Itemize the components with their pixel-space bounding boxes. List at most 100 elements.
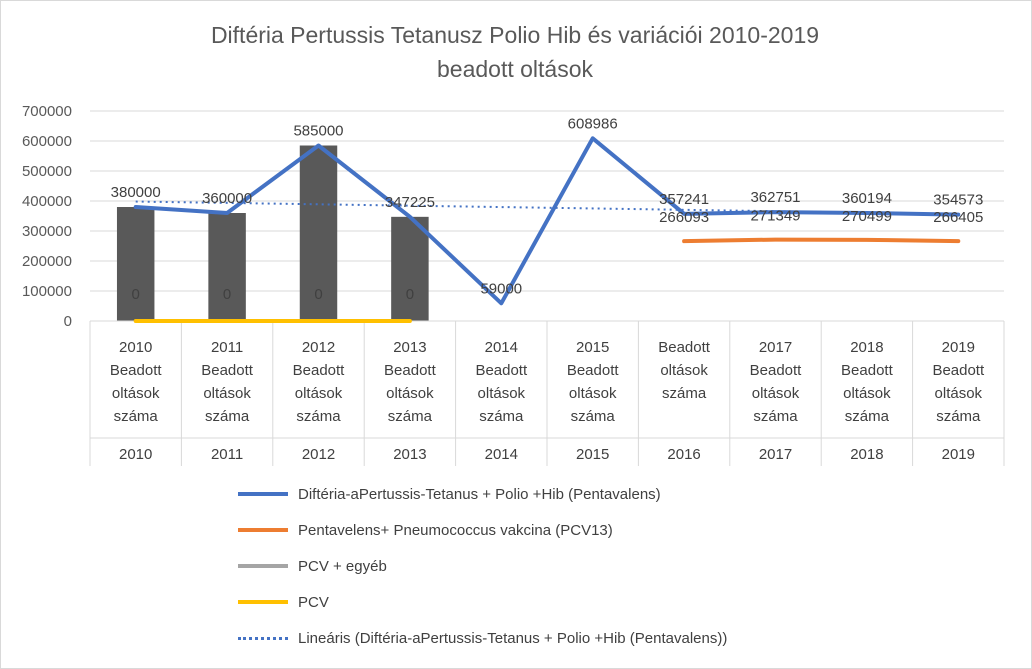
legend-label-pcv-egyeb: PCV + egyéb <box>298 557 387 575</box>
bar <box>208 213 246 321</box>
x-tick-label: Beadott <box>110 362 163 379</box>
data-label-pentavalens: 360000 <box>202 190 252 207</box>
x-tick-label: 2018 <box>850 339 883 356</box>
bar <box>391 216 429 321</box>
x-tick-label: száma <box>388 408 433 425</box>
x-tick-label: oltások <box>843 385 891 402</box>
x-tick-label: száma <box>479 408 524 425</box>
y-tick-label: 500000 <box>22 163 72 180</box>
x-tick-label: 2010 <box>119 339 152 356</box>
x-tick-label: Beadott <box>841 362 894 379</box>
x-tick-label: száma <box>936 408 981 425</box>
x-tick-label: 2017 <box>759 339 792 356</box>
data-label-pentavalens: 59000 <box>480 280 522 297</box>
data-label-pcv: 0 <box>406 286 414 303</box>
x-tick-label: Beadott <box>384 362 437 379</box>
x-tick-label: oltások <box>112 385 160 402</box>
chart-title-line2: beadott oltások <box>436 56 593 82</box>
data-label-pcv: 0 <box>223 286 231 303</box>
x-tick-label: oltások <box>935 385 983 402</box>
y-tick-label: 600000 <box>22 133 72 150</box>
x-tick-label: 2015 <box>576 339 609 356</box>
chart-title: Diftéria Pertussis Tetanusz Polio Hib és… <box>0 18 1030 86</box>
x-tick-label: Beadott <box>475 362 528 379</box>
x-year-label: 2018 <box>850 446 883 463</box>
x-year-label: 2014 <box>485 446 518 463</box>
y-tick-label: 700000 <box>22 103 72 120</box>
legend-swatch-pcv13 <box>238 528 288 532</box>
legend-label-trendline: Lineáris (Diftéria-aPertussis-Tetanus + … <box>298 629 728 647</box>
x-tick-label: száma <box>571 408 616 425</box>
legend-swatch-pcv <box>238 600 288 604</box>
x-tick-label: Beadott <box>932 362 985 379</box>
x-tick-label: oltások <box>752 385 800 402</box>
bar <box>116 207 155 321</box>
legend-item-pcv13: Pentavelens+ Pneumococcus vakcina (PCV13… <box>238 518 613 542</box>
data-label-pentavalens: 360194 <box>842 190 892 207</box>
chart-title-line1: Diftéria Pertussis Tetanusz Polio Hib és… <box>210 22 820 48</box>
x-year-label: 2010 <box>119 446 152 463</box>
series-line-pentavalens <box>133 136 961 306</box>
data-label-pentavalens: 347225 <box>385 194 435 211</box>
x-tick-label: száma <box>662 385 707 402</box>
data-label-pentavalens: 357241 <box>659 191 709 208</box>
data-label-pentavalens: 380000 <box>111 184 161 201</box>
x-year-label: 2012 <box>302 446 335 463</box>
data-label-pcv: 0 <box>314 286 322 303</box>
x-tick-label: 2019 <box>942 339 975 356</box>
data-label-pcv13: 271349 <box>750 208 800 225</box>
legend-swatch-pentavalens <box>238 492 288 496</box>
x-tick-label: száma <box>296 408 341 425</box>
x-tick-label: oltások <box>478 385 526 402</box>
x-year-label: 2015 <box>576 446 609 463</box>
y-tick-label: 100000 <box>22 283 72 300</box>
x-tick-label: Beadott <box>750 362 803 379</box>
legend-swatch-pcv-egyeb <box>238 564 288 568</box>
x-tick-label: oltások <box>660 362 708 379</box>
y-tick-label: 300000 <box>22 223 72 240</box>
x-tick-label: oltások <box>295 385 343 402</box>
x-tick-label: 2013 <box>393 339 426 356</box>
data-label-pcv13: 266093 <box>659 209 709 226</box>
x-tick-label: oltások <box>386 385 434 402</box>
legend-item-pcv-egyeb: PCV + egyéb <box>238 554 387 578</box>
x-year-label: 2013 <box>393 446 426 463</box>
x-tick-label: 2012 <box>302 339 335 356</box>
x-tick-label: száma <box>114 408 159 425</box>
x-tick-label: 2011 <box>211 339 243 356</box>
x-tick-label: száma <box>205 408 250 425</box>
y-tick-label: 400000 <box>22 193 72 210</box>
data-label-pcv13: 266405 <box>933 209 983 226</box>
x-year-label: 2017 <box>759 446 792 463</box>
x-year-label: 2016 <box>667 446 700 463</box>
y-tick-label: 200000 <box>22 253 72 270</box>
x-tick-label: oltások <box>569 385 617 402</box>
legend-swatch-trendline <box>238 636 288 640</box>
data-label-pcv: 0 <box>132 286 140 303</box>
legend-label-pentavalens: Diftéria-aPertussis-Tetanus + Polio +Hib… <box>298 485 661 503</box>
x-tick-label: Beadott <box>293 362 346 379</box>
y-tick-label: 0 <box>64 313 72 330</box>
legend-label-pcv: PCV <box>298 593 329 611</box>
x-tick-label: oltások <box>203 385 251 402</box>
x-tick-label: száma <box>753 408 798 425</box>
x-year-label: 2011 <box>211 446 243 463</box>
data-label-pentavalens: 585000 <box>293 123 343 140</box>
legend-item-pentavalens: Diftéria-aPertussis-Tetanus + Polio +Hib… <box>238 482 661 506</box>
x-tick-label: 2014 <box>485 339 518 356</box>
x-year-label: 2019 <box>942 446 975 463</box>
x-tick-label: száma <box>845 408 890 425</box>
data-label-pentavalens: 354573 <box>933 192 983 209</box>
series-line-pcv13 <box>682 237 961 244</box>
bar <box>299 145 338 321</box>
legend-item-pcv: PCV <box>238 590 329 614</box>
data-label-pentavalens: 362751 <box>750 189 800 206</box>
legend-label-pcv13: Pentavelens+ Pneumococcus vakcina (PCV13… <box>298 521 613 539</box>
x-tick-label: Beadott <box>658 339 711 356</box>
x-tick-label: Beadott <box>567 362 620 379</box>
data-label-pcv13: 270499 <box>842 208 892 225</box>
x-tick-label: Beadott <box>201 362 254 379</box>
data-label-pentavalens: 608986 <box>568 115 618 132</box>
legend-item-trendline: Lineáris (Diftéria-aPertussis-Tetanus + … <box>238 626 727 650</box>
